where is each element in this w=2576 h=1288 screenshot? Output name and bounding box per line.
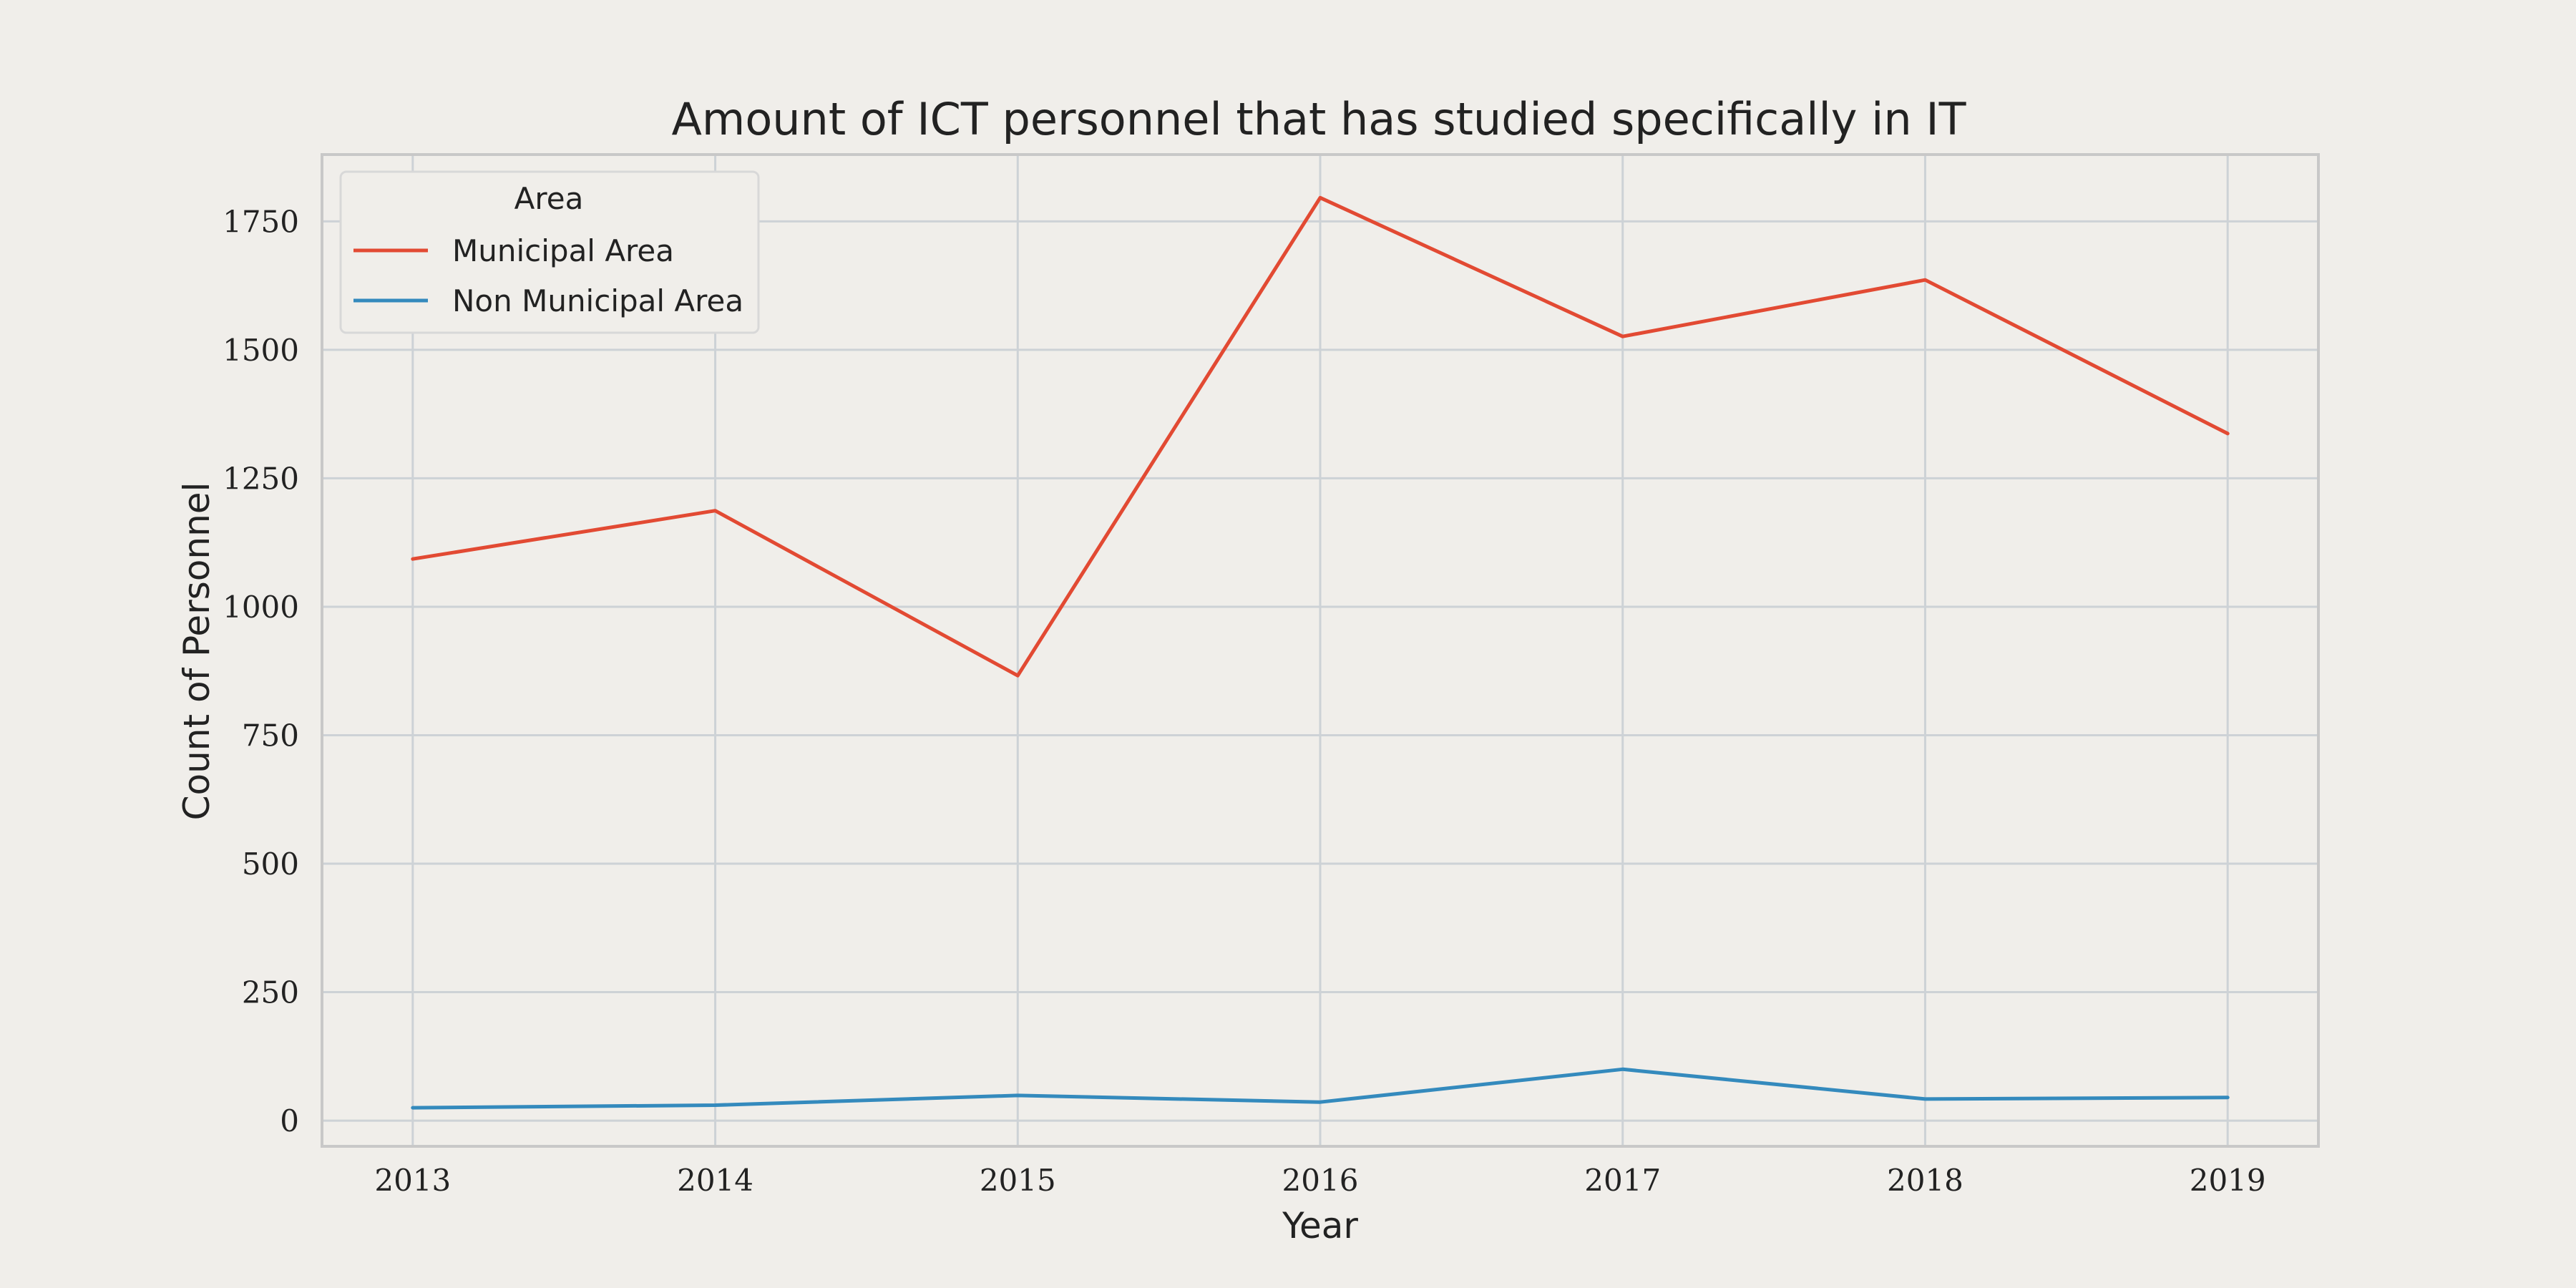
x-tick-label: 2016 [1282,1163,1359,1198]
x-tick-label: 2015 [980,1163,1056,1198]
plot-frame [321,153,2320,1148]
y-tick-label: 250 [242,975,299,1010]
x-tick-label: 2014 [677,1163,753,1198]
y-tick-label: 1000 [223,590,299,625]
x-tick-labels: 2013 2014 2015 2016 2017 2018 2019 [374,1163,2265,1198]
series-line-municipal-area [411,195,2230,678]
y-tick-label: 1500 [223,333,299,368]
legend-label: Municipal Area [452,233,674,268]
x-tick-label: 2017 [1584,1163,1661,1198]
legend-box [339,170,760,334]
x-axis-label: Year [1282,1205,1358,1246]
x-tick-label: 2019 [2190,1163,2266,1198]
y-tick-label: 500 [242,847,299,882]
legend: Area Municipal Area Non Municipal Area [339,170,760,334]
chart-title: Amount of ICT personnel that has studied… [672,93,1967,145]
y-tick-label: 1250 [223,461,299,496]
y-tick-labels: 0 250 500 750 1000 1250 1500 1750 [223,204,299,1138]
legend-title: Area [514,181,584,216]
series-layer [411,195,2230,1110]
x-tick-label: 2018 [1887,1163,1963,1198]
series-line-non-municipal-area [411,1067,2230,1110]
y-tick-label: 1750 [223,204,299,239]
y-tick-label: 750 [242,718,299,753]
y-tick-label: 0 [280,1103,299,1138]
x-tick-label: 2013 [374,1163,451,1198]
legend-label: Non Municipal Area [452,283,743,318]
legend-entries: Municipal Area Non Municipal Area [353,233,743,318]
y-axis-label: Count of Personnel [176,482,218,821]
